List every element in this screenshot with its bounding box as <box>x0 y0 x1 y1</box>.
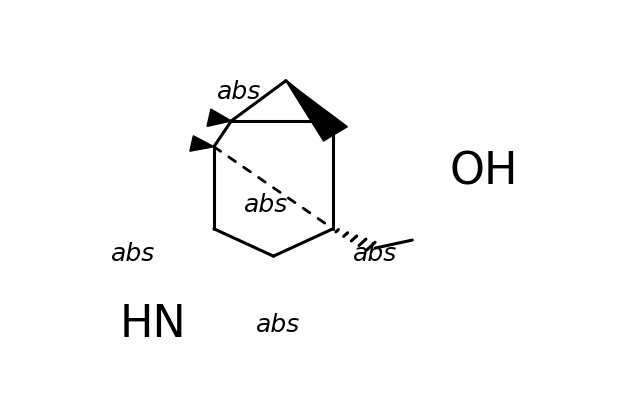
Text: abs: abs <box>244 193 288 217</box>
Text: abs: abs <box>353 242 397 265</box>
Text: OH: OH <box>449 151 518 194</box>
Text: abs: abs <box>111 242 156 265</box>
Polygon shape <box>286 81 348 141</box>
Text: abs: abs <box>256 314 301 337</box>
Text: HN: HN <box>120 303 187 346</box>
Polygon shape <box>190 136 214 151</box>
Polygon shape <box>207 109 231 126</box>
Text: abs: abs <box>216 80 261 104</box>
